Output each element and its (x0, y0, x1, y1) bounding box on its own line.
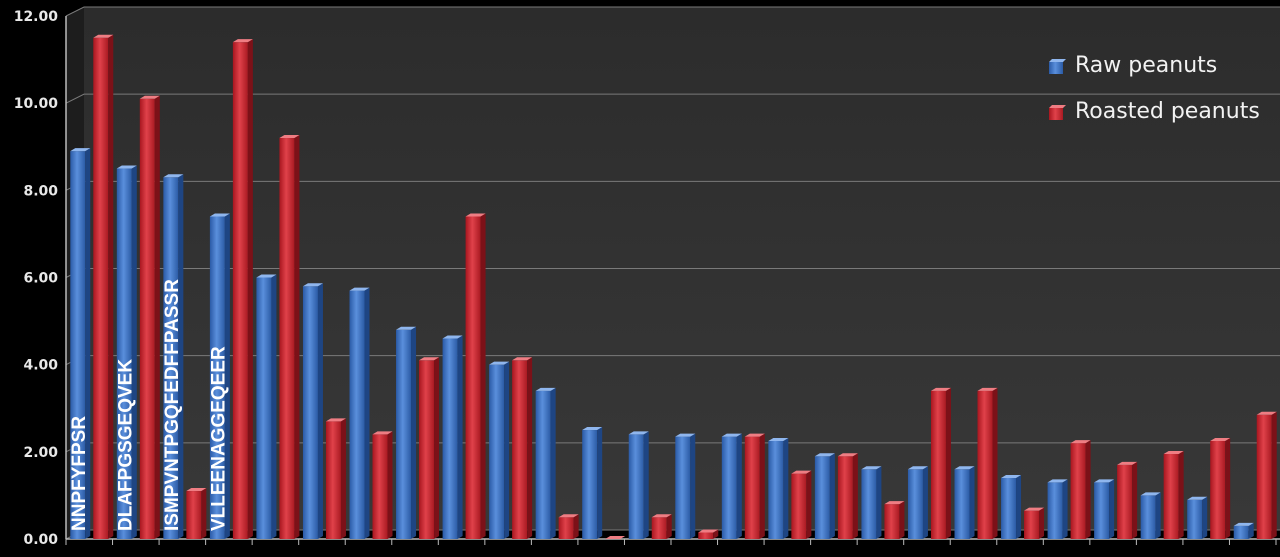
bar-roasted-peanuts (1210, 437, 1231, 539)
bar-roasted-peanuts (791, 470, 812, 539)
bar-roasted-peanuts (837, 453, 858, 539)
legend-swatch-roasted (1049, 105, 1066, 120)
bar-raw-peanuts (628, 431, 649, 539)
legend-swatch-raw (1049, 59, 1066, 74)
bar-raw-peanuts (1187, 496, 1208, 539)
legend: Raw peanuts Roasted peanuts (1049, 53, 1260, 124)
bar-roasted-peanuts (744, 433, 765, 539)
bar-raw-peanuts (489, 361, 510, 539)
bar-roasted-peanuts (1070, 440, 1091, 539)
y-tick-label: 6.00 (23, 271, 58, 287)
bar-roasted-peanuts (279, 135, 300, 540)
bar-raw-peanuts (163, 174, 184, 539)
bar-raw-peanuts (768, 437, 789, 539)
bar-roasted-peanuts (1256, 411, 1277, 539)
bar-label: DLAFPGSGEQVEK (115, 359, 136, 531)
bar-roasted-peanuts (93, 34, 114, 540)
bar-raw-peanuts (442, 335, 463, 539)
bar-roasted-peanuts (139, 95, 160, 539)
bar-raw-peanuts (954, 466, 975, 539)
bar-raw-peanuts (396, 326, 417, 539)
bar-raw-peanuts (1001, 474, 1022, 539)
bar-raw-peanuts (1140, 492, 1161, 539)
bar-raw-peanuts (1233, 522, 1254, 539)
bar-roasted-peanuts (930, 387, 951, 539)
bar-roasted-peanuts (325, 418, 346, 539)
bar-roasted-peanuts (884, 501, 905, 539)
bar-roasted-peanuts (186, 488, 207, 539)
bar-roasted-peanuts (372, 431, 393, 539)
bar-roasted-peanuts (465, 213, 486, 539)
bar-roasted-peanuts (1024, 507, 1045, 539)
y-tick-label: 4.00 (23, 358, 58, 374)
bar-labels: NNPFYFPSR DLAFPGSGEQVEK ISMPVNTPGQFEDFFPAS… (69, 279, 230, 531)
bar-raw-peanuts (256, 274, 277, 539)
bar-raw-peanuts (302, 283, 323, 539)
bar-raw-peanuts (814, 453, 835, 539)
bar-roasted-peanuts (605, 536, 626, 539)
bar-label: NNPFYFPSR (69, 416, 90, 531)
bar-raw-peanuts (70, 148, 91, 539)
bar-raw-peanuts (907, 466, 928, 539)
bar-roasted-peanuts (232, 39, 253, 540)
bar-label: VLLEENAGGEQEER (208, 346, 229, 531)
bar-roasted-peanuts (1163, 451, 1184, 539)
gridline (65, 93, 1280, 104)
legend-label-raw: Raw peanuts (1075, 53, 1217, 78)
bar-raw-peanuts (861, 466, 882, 539)
legend-label-roasted: Roasted peanuts (1075, 99, 1260, 124)
bar-roasted-peanuts (698, 529, 719, 539)
bar-roasted-peanuts (419, 357, 440, 539)
bar-roasted-peanuts (512, 357, 533, 539)
bar-roasted-peanuts (651, 514, 672, 539)
bar-roasted-peanuts (977, 387, 998, 539)
bar-roasted-peanuts (558, 514, 579, 539)
y-tick-label: 8.00 (23, 183, 58, 199)
bar-raw-peanuts (209, 213, 230, 539)
bar-raw-peanuts (675, 433, 696, 539)
y-tick-label: 2.00 (23, 445, 58, 461)
bar-raw-peanuts (582, 427, 603, 539)
y-tick-label: 12.00 (14, 9, 59, 25)
bar-roasted-peanuts (1117, 461, 1138, 539)
gridline (65, 6, 1280, 17)
bar-raw-peanuts (349, 287, 370, 539)
bar-label: ISMPVNTPGQFEDFFPASSR (162, 279, 183, 531)
bar-raw-peanuts (721, 433, 742, 539)
bar-raw-peanuts (116, 165, 137, 539)
y-tick-label: 0.00 (23, 532, 58, 548)
bars (70, 34, 1277, 540)
bar-raw-peanuts (1094, 479, 1115, 539)
y-tick-label: 10.00 (14, 96, 59, 112)
bar-raw-peanuts (1047, 479, 1068, 539)
bar-raw-peanuts (535, 387, 556, 539)
